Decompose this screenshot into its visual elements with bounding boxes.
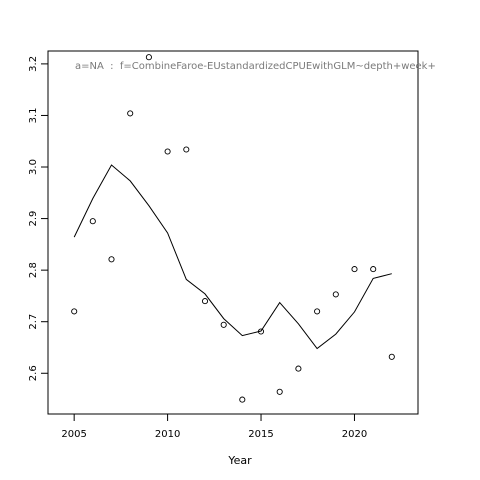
data-point — [388, 353, 395, 360]
y-tick-label: 2.6 — [28, 365, 39, 381]
data-point — [89, 218, 96, 225]
data-point — [220, 321, 227, 328]
x-tick-label: 2020 — [342, 429, 367, 440]
data-point — [71, 308, 78, 315]
y-tick-label: 3.2 — [28, 56, 39, 72]
data-point — [332, 291, 339, 298]
data-point — [127, 110, 134, 117]
x-tick-label: 2015 — [248, 429, 273, 440]
data-point — [145, 54, 152, 61]
data-point — [370, 266, 377, 273]
x-axis-label: Year — [227, 454, 252, 467]
x-axis: 2005 2010 2015 2020 — [61, 413, 367, 440]
data-marks — [71, 54, 395, 403]
y-tick-label: 2.7 — [28, 314, 39, 330]
data-point — [314, 308, 321, 315]
data-point — [164, 148, 171, 155]
data-point — [351, 266, 358, 273]
y-tick-label: 2.8 — [28, 262, 39, 278]
data-point — [295, 365, 302, 372]
data-point — [201, 298, 209, 305]
y-axis: 2.6 2.7 2.8 2.9 3.0 3.1 3.2 — [28, 56, 49, 381]
chart-annotation: a=NA : f=CombineFaroe-EUstandardizedCPUE… — [75, 61, 436, 72]
data-point — [108, 256, 115, 263]
y-tick-label: 3.0 — [28, 159, 39, 175]
data-point — [276, 388, 283, 395]
y-tick-label: 3.1 — [28, 108, 39, 124]
x-tick-label: 2005 — [61, 429, 86, 440]
data-point — [239, 396, 246, 403]
y-tick-label: 2.9 — [28, 211, 39, 227]
fitted-line — [73, 164, 392, 350]
data-point — [183, 146, 190, 153]
x-tick-label: 2010 — [155, 429, 180, 440]
